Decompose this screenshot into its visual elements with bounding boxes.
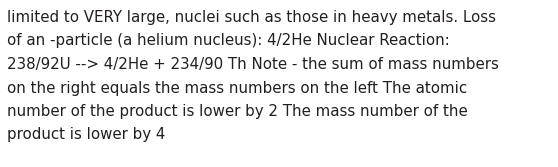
Text: product is lower by 4: product is lower by 4 (7, 127, 165, 142)
Text: on the right equals the mass numbers on the left The atomic: on the right equals the mass numbers on … (7, 80, 467, 96)
Text: 238/92U --> 4/2He + 234/90 Th Note - the sum of mass numbers: 238/92U --> 4/2He + 234/90 Th Note - the… (7, 57, 499, 72)
Text: of an -particle (a helium nucleus): 4/2He Nuclear Reaction:: of an -particle (a helium nucleus): 4/2H… (7, 34, 450, 48)
Text: number of the product is lower by 2 The mass number of the: number of the product is lower by 2 The … (7, 104, 468, 119)
Text: limited to VERY large, nuclei such as those in heavy metals. Loss: limited to VERY large, nuclei such as th… (7, 10, 496, 25)
